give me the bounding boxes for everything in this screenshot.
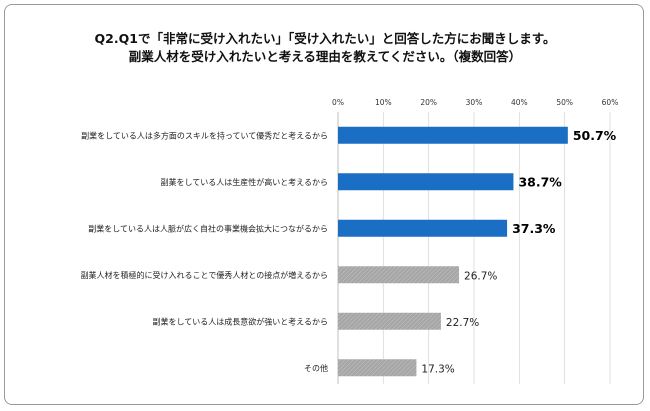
value-label-1: 38.7%	[518, 174, 562, 189]
category-label-3: 副業人材を積極的に受け入れることで優秀人材との接点が増えるから	[81, 270, 328, 280]
value-label-2: 37.3%	[512, 221, 556, 236]
category-label-4: 副業をしている人は成長意欲が強いと考えるから	[152, 316, 328, 326]
title-line-2: 副業人材を受け入れたいと考える理由を教えてください。（複数回答）	[128, 49, 522, 64]
value-label-0: 50.7%	[573, 128, 617, 143]
value-label-4: 22.7%	[446, 317, 479, 329]
x-tick-label-6: 60%	[602, 98, 619, 107]
x-tick-label-5: 50%	[556, 98, 573, 107]
category-label-0: 副業をしている人は多方面のスキルを持っていて優秀だと考えるから	[81, 130, 328, 140]
x-tick-label-1: 10%	[375, 98, 392, 107]
bar-1	[338, 173, 514, 191]
title-line-1: Q2.Q1で「非常に受け入れたい」「受け入れたい」と回答した方にお聞きします。	[94, 31, 556, 46]
category-label-2: 副業をしている人は人脈が広く自社の事業機会拡大につながるから	[88, 223, 328, 233]
bar-4	[338, 312, 441, 330]
bar-2	[338, 219, 508, 237]
x-tick-label-0: 0%	[332, 98, 344, 107]
bar-3	[338, 266, 460, 284]
value-label-3: 26.7%	[464, 270, 497, 282]
category-label-5: その他	[304, 363, 328, 373]
chart-frame	[4, 4, 644, 405]
value-label-5: 17.3%	[421, 363, 454, 375]
bar-5	[338, 359, 417, 377]
x-tick-label-4: 40%	[511, 98, 528, 107]
x-tick-label-2: 20%	[420, 98, 437, 107]
chart-title: Q2.Q1で「非常に受け入れたい」「受け入れたい」と回答した方にお聞きします。 …	[0, 30, 650, 66]
bar-0	[338, 126, 568, 144]
category-label-1: 副業をしている人は生産性が高いと考えるから	[160, 177, 328, 187]
x-tick-label-3: 30%	[466, 98, 483, 107]
